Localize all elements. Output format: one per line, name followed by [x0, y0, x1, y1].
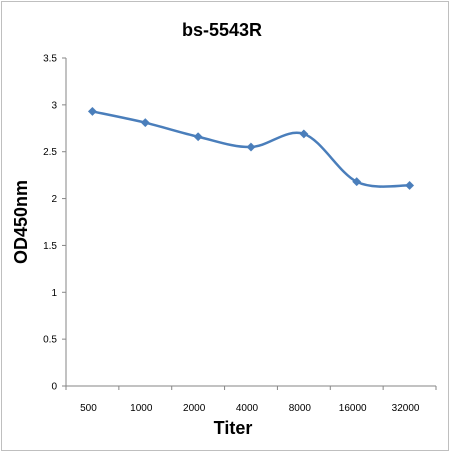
data-point-2000	[193, 132, 203, 142]
y-tick-label: 1.5	[43, 241, 57, 252]
data-point-32000	[405, 180, 415, 191]
x-tick-label: 16000	[339, 403, 367, 414]
y-tick-label: 0.5	[43, 335, 57, 346]
data-point-4000	[246, 142, 256, 152]
y-tick-label: 1	[51, 288, 57, 299]
data-point-8000	[299, 129, 309, 139]
x-tick-label: 8000	[289, 403, 312, 414]
y-axis-ticks: 0 0.5 1 1.5 2 2.5 3 3.5	[43, 54, 66, 393]
x-tick-label: 2000	[183, 403, 206, 414]
x-axis-ticks: 500 1000 2000 4000 8000 16000 32000	[65, 386, 437, 414]
y-tick-label: 2.5	[43, 147, 57, 158]
y-axis-label: OD450nm	[11, 180, 31, 264]
x-tick-label: 32000	[392, 403, 420, 414]
y-tick-label: 0	[51, 382, 57, 393]
data-point-500	[87, 106, 97, 116]
x-tick-label: 4000	[236, 403, 259, 414]
y-tick-label: 2	[51, 194, 57, 205]
y-tick-label: 3	[51, 100, 57, 111]
data-point-1000	[140, 118, 150, 128]
series-group	[87, 106, 415, 191]
x-tick-label: 500	[80, 403, 97, 414]
chart-title: bs-5543R	[182, 20, 262, 40]
y-tick-label: 3.5	[43, 54, 57, 65]
data-point-16000	[352, 177, 362, 187]
x-tick-label: 1000	[130, 403, 153, 414]
x-axis-label: Titer	[214, 418, 253, 438]
